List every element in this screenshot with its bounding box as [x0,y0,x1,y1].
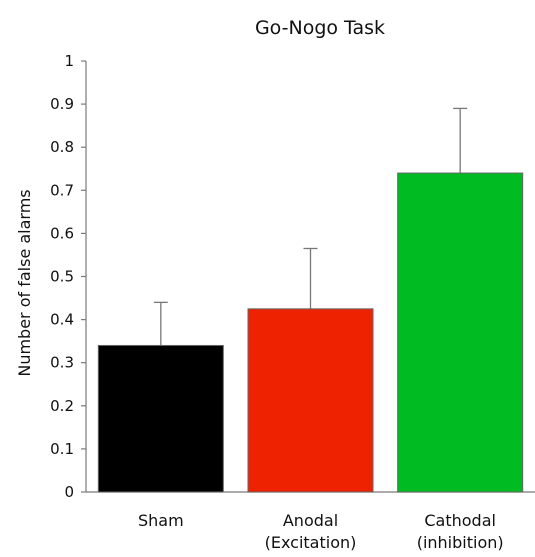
y-tick-label: 0.5 [50,268,74,286]
y-tick-label: 0.2 [50,397,74,415]
y-tick-label: 1 [64,52,74,70]
y-tick-label: 0.9 [50,95,74,113]
x-tick-label: Cathodal [424,511,496,530]
chart-title: Go-Nogo Task [255,17,385,39]
y-tick-label: 0.1 [50,440,74,458]
x-tick-label: Sham [138,511,184,530]
bar [397,172,524,493]
y-tick-label: 0 [64,483,74,501]
y-tick-label: 0.3 [50,354,74,372]
bar [247,308,374,493]
x-tick-label: (Excitation) [265,533,357,552]
plot-area: 0 0.1 0.2 0.3 0.4 0.5 0.6 0.7 0.8 0.9 1 Sham Anodal (… [50,52,535,552]
bar [97,344,224,493]
x-tick-label: Anodal [283,511,338,530]
y-tick-label: 0.4 [50,311,74,329]
x-tick-label: (inhibition) [417,533,504,552]
y-axis-label: Number of false alarms [15,189,34,376]
y-tick-label: 0.7 [50,181,74,199]
y-tick-label: 0.8 [50,138,74,156]
y-tick-label: 0.6 [50,224,74,242]
